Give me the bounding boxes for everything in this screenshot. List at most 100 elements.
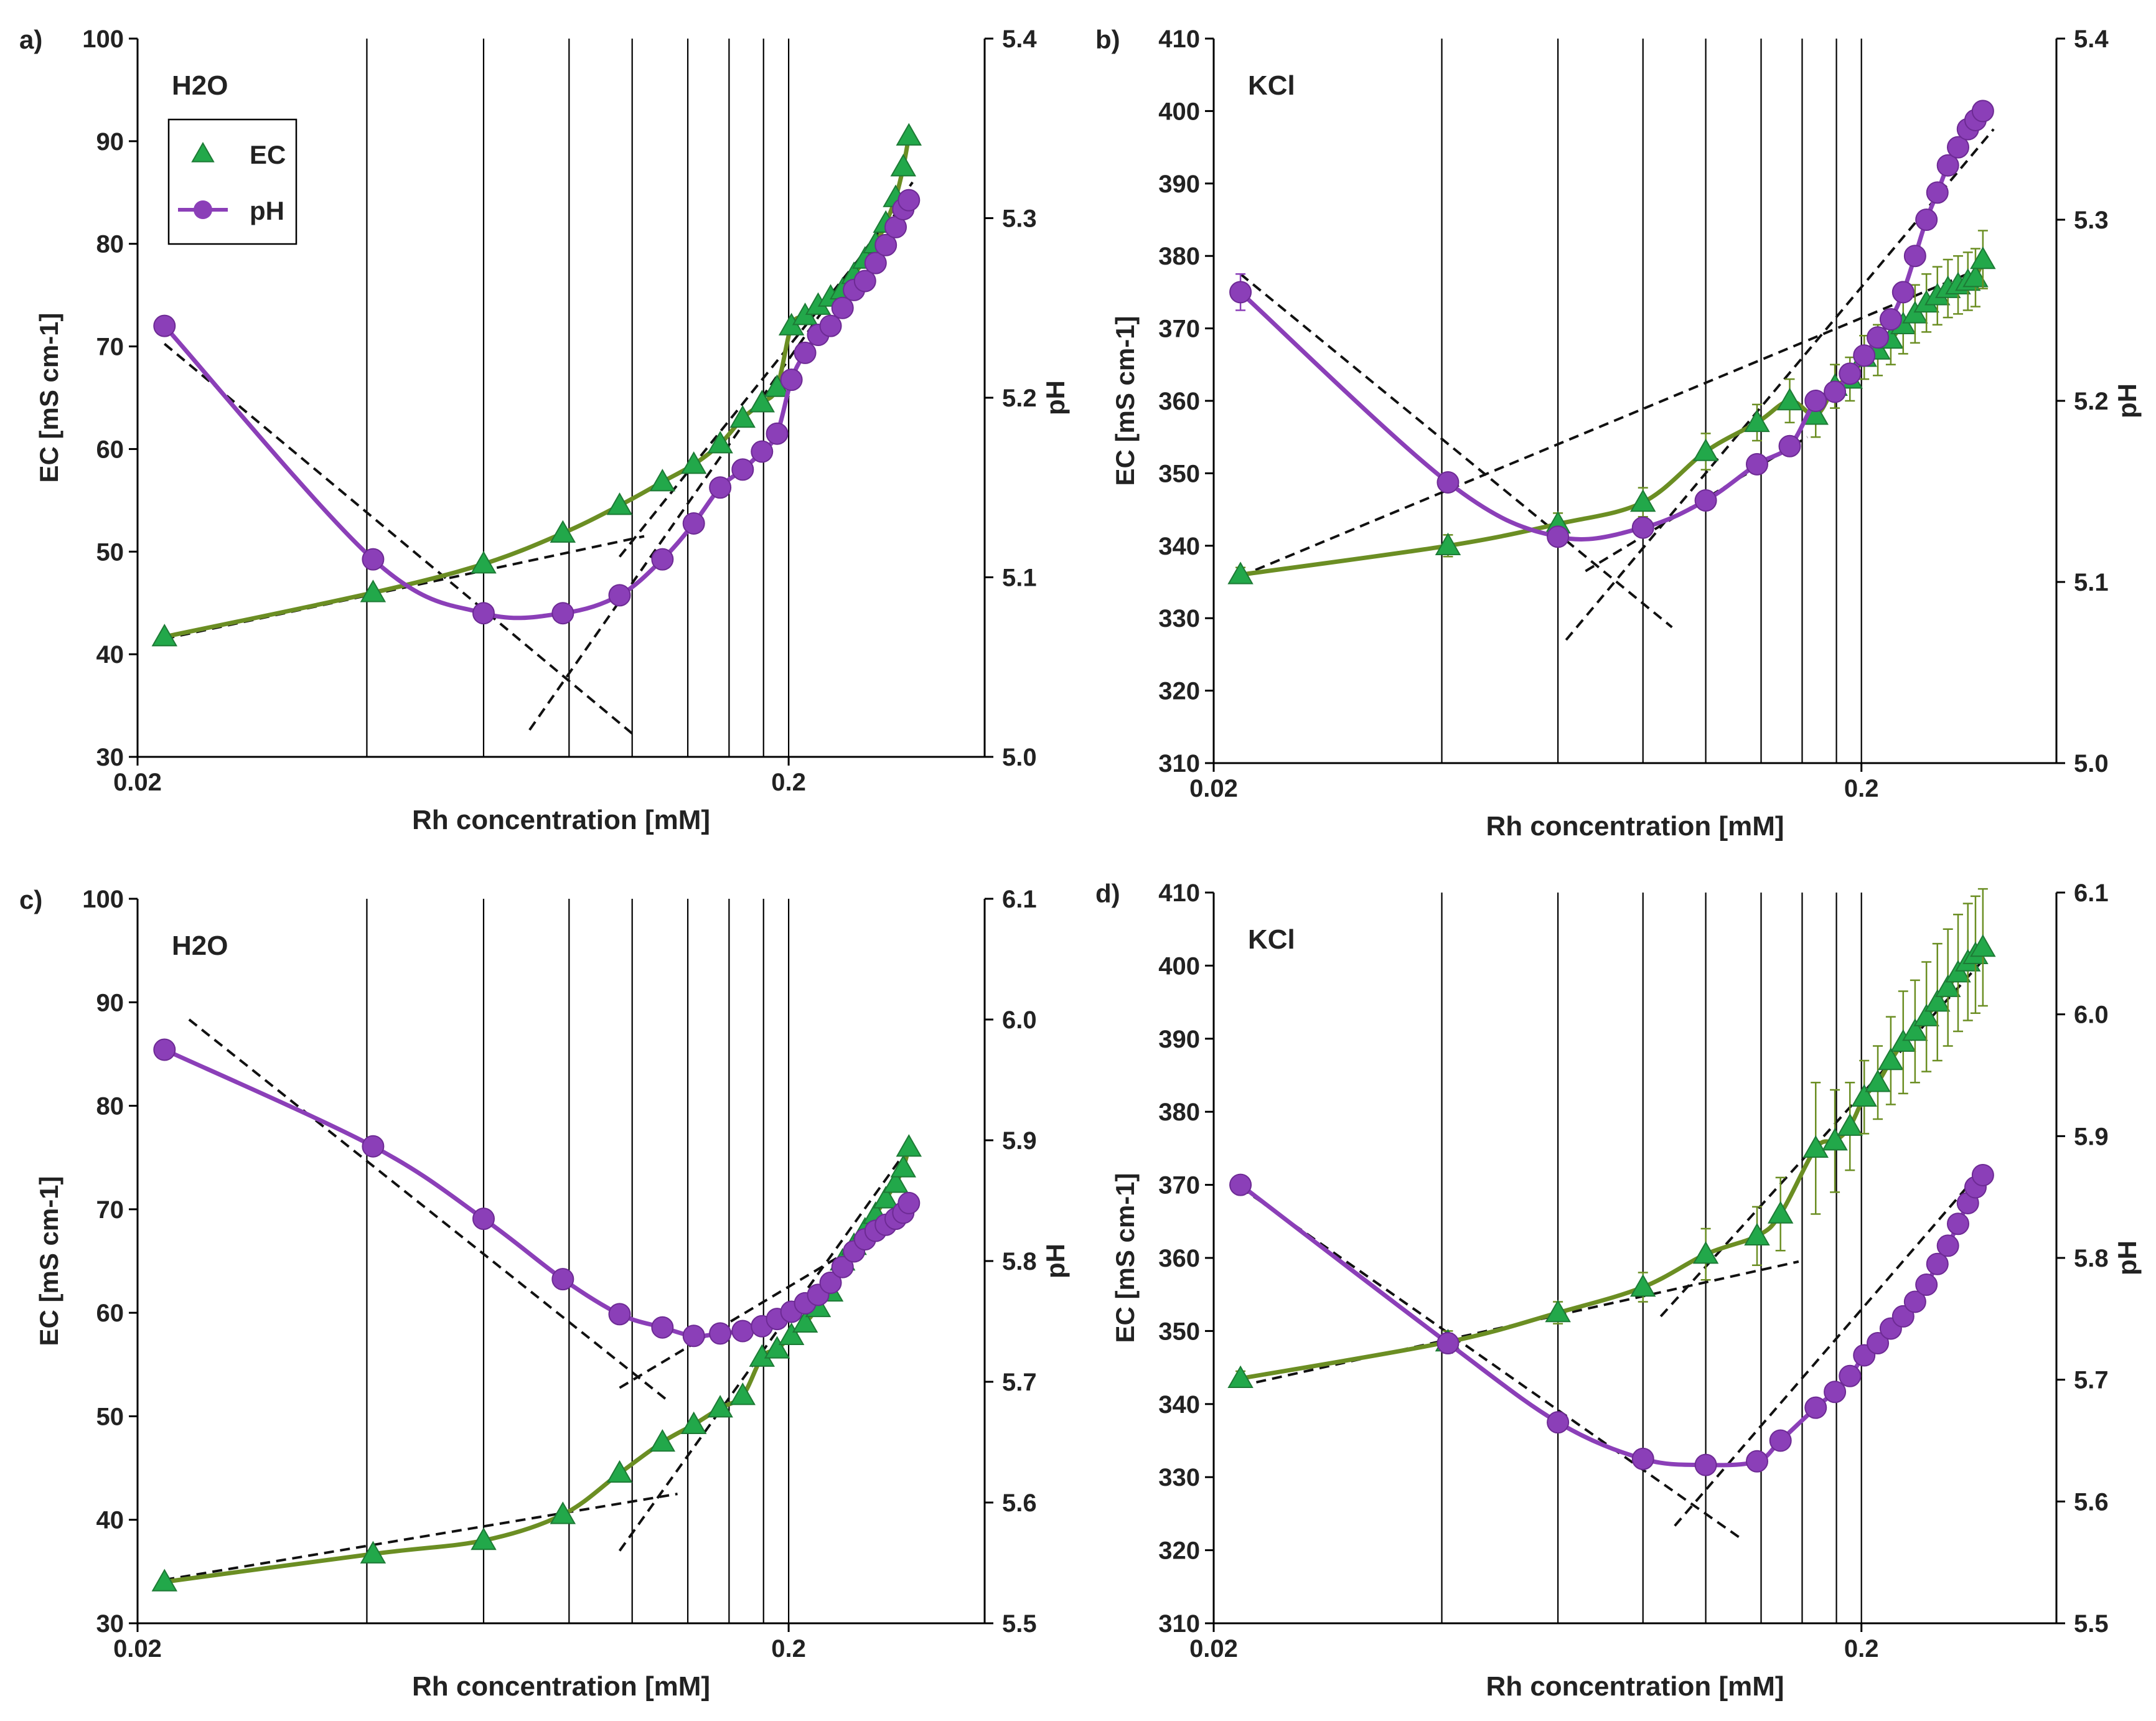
ec-marker bbox=[1837, 1113, 1863, 1136]
ec-marker bbox=[1802, 1135, 1829, 1158]
ec-marker bbox=[729, 405, 756, 428]
ph-marker bbox=[1936, 154, 1959, 177]
ph-marker bbox=[1824, 380, 1847, 403]
legend: EC pH bbox=[167, 118, 298, 245]
ec-marker bbox=[896, 1134, 922, 1157]
ph-marker bbox=[1926, 181, 1949, 204]
ec-marker bbox=[471, 1527, 497, 1550]
y-axis-label-left: EC [mS cm-1] bbox=[34, 312, 63, 482]
y-tick-label-right: 5.2 bbox=[2074, 388, 2109, 415]
ph-marker bbox=[1778, 434, 1801, 457]
ph-marker bbox=[780, 368, 803, 392]
y-tick-label-left: 330 bbox=[1158, 605, 1200, 632]
panel-b: 310 320 330 340 350 360 370 380 390 400 410 5.0 5.1 5… bbox=[1095, 25, 2142, 842]
ec-marker bbox=[883, 1170, 909, 1193]
panel-label: c) bbox=[19, 885, 42, 914]
ph-marker bbox=[1804, 1396, 1827, 1419]
ph-marker bbox=[766, 422, 789, 445]
y-tick-label-right: 5.1 bbox=[1002, 565, 1037, 592]
ph-marker bbox=[1947, 136, 1970, 159]
ph-marker bbox=[682, 1325, 705, 1348]
ec-series-line bbox=[1240, 258, 1985, 577]
ph-marker bbox=[864, 251, 887, 274]
ec-marker bbox=[896, 123, 922, 146]
ph-marker bbox=[731, 1320, 754, 1343]
y-tick-label-left: 400 bbox=[1158, 98, 1200, 125]
y-tick-label-left: 50 bbox=[96, 1403, 124, 1430]
ph-marker bbox=[874, 233, 898, 256]
y-tick-label-left: 390 bbox=[1158, 1026, 1200, 1053]
ph-marker bbox=[1437, 471, 1460, 494]
ph-marker bbox=[153, 1038, 176, 1061]
ec-marker bbox=[550, 1501, 576, 1524]
y-tick-label-left: 30 bbox=[96, 744, 124, 771]
y-tick-label-right: 6.1 bbox=[1002, 886, 1037, 913]
legend-ph-marker bbox=[194, 200, 212, 219]
y-tick-label-right: 5.5 bbox=[1002, 1610, 1037, 1638]
legend-box bbox=[167, 118, 298, 245]
panel-d: 310 320 330 340 350 360 370 380 390 400 410 5.5 5.6 5… bbox=[1095, 879, 2142, 1702]
y-tick-label-left: 410 bbox=[1158, 879, 1200, 907]
y-tick-label-right: 5.7 bbox=[1002, 1369, 1037, 1396]
y-tick-label-left: 360 bbox=[1158, 1245, 1200, 1272]
ph-marker bbox=[153, 314, 176, 337]
fit-line bbox=[1239, 1186, 1741, 1539]
ph-marker bbox=[1926, 1252, 1949, 1275]
ec-marker bbox=[360, 1540, 387, 1564]
panel-label: d) bbox=[1095, 879, 1120, 908]
y-tick-label-left: 370 bbox=[1158, 1172, 1200, 1199]
ph-marker bbox=[362, 548, 385, 571]
ph-marker bbox=[1746, 453, 1769, 476]
panel-a: 30 40 50 60 70 80 90 100 5.0 5.1 5.2 5.3 5.4 0.02 0.2 R… bbox=[19, 25, 1070, 835]
ec-marker bbox=[1767, 1201, 1794, 1224]
ph-marker bbox=[1437, 1331, 1460, 1354]
ph-marker bbox=[1867, 326, 1890, 349]
ph-marker bbox=[1891, 1305, 1915, 1328]
y-tick-label-left: 70 bbox=[96, 334, 124, 361]
ec-marker bbox=[1744, 1222, 1770, 1246]
ec-series-line bbox=[1240, 945, 1985, 1381]
ph-series-line bbox=[163, 1048, 911, 1339]
x-tick-label: 0.2 bbox=[771, 769, 806, 796]
y-tick-label-right: 5.0 bbox=[1002, 744, 1037, 771]
ec-marker bbox=[649, 469, 676, 492]
ec-marker bbox=[1970, 934, 1996, 957]
ph-marker bbox=[794, 341, 817, 364]
ph-marker bbox=[898, 189, 921, 212]
ph-marker bbox=[1547, 1411, 1570, 1434]
y-tick-label-right: 5.3 bbox=[1002, 205, 1037, 233]
ph-marker bbox=[1824, 1381, 1847, 1404]
ph-marker bbox=[819, 1271, 842, 1294]
y-tick-label-left: 340 bbox=[1158, 1391, 1200, 1419]
ph-marker bbox=[1804, 390, 1827, 412]
ec-marker bbox=[1545, 1300, 1571, 1323]
ec-marker bbox=[778, 1322, 805, 1345]
solvent-annotation: H2O bbox=[172, 931, 228, 961]
fit-line bbox=[1240, 1260, 1799, 1387]
y-tick-label-left: 350 bbox=[1158, 460, 1200, 487]
ec-marker bbox=[1227, 1365, 1254, 1388]
x-tick-label: 0.2 bbox=[1844, 775, 1879, 802]
legend-ec-label: EC bbox=[250, 140, 286, 169]
ec-marker bbox=[1902, 1018, 1928, 1041]
ec-marker bbox=[873, 1186, 899, 1209]
y-tick-label-left: 370 bbox=[1158, 316, 1200, 343]
y-axis-label-left: EC [mS cm-1] bbox=[1110, 1173, 1140, 1343]
fit-line bbox=[1565, 128, 1995, 641]
y-axis-label-left: EC [mS cm-1] bbox=[34, 1176, 63, 1346]
ph-marker bbox=[651, 1316, 674, 1339]
y-tick-label-left: 30 bbox=[96, 1610, 124, 1638]
y-tick-label-left: 340 bbox=[1158, 533, 1200, 560]
ph-marker bbox=[1891, 281, 1915, 304]
y-axis-label-right: pH bbox=[2112, 1240, 2142, 1275]
ph-marker bbox=[898, 1191, 921, 1214]
y-tick-label-right: 5.2 bbox=[1002, 385, 1037, 412]
ec-marker bbox=[1630, 489, 1656, 512]
ph-marker bbox=[853, 270, 876, 293]
y-tick-label-left: 40 bbox=[96, 1507, 124, 1534]
ph-marker bbox=[608, 1303, 631, 1326]
ph-marker bbox=[831, 296, 854, 319]
ph-marker bbox=[1229, 281, 1252, 304]
solvent-annotation: KCl bbox=[1248, 924, 1295, 955]
